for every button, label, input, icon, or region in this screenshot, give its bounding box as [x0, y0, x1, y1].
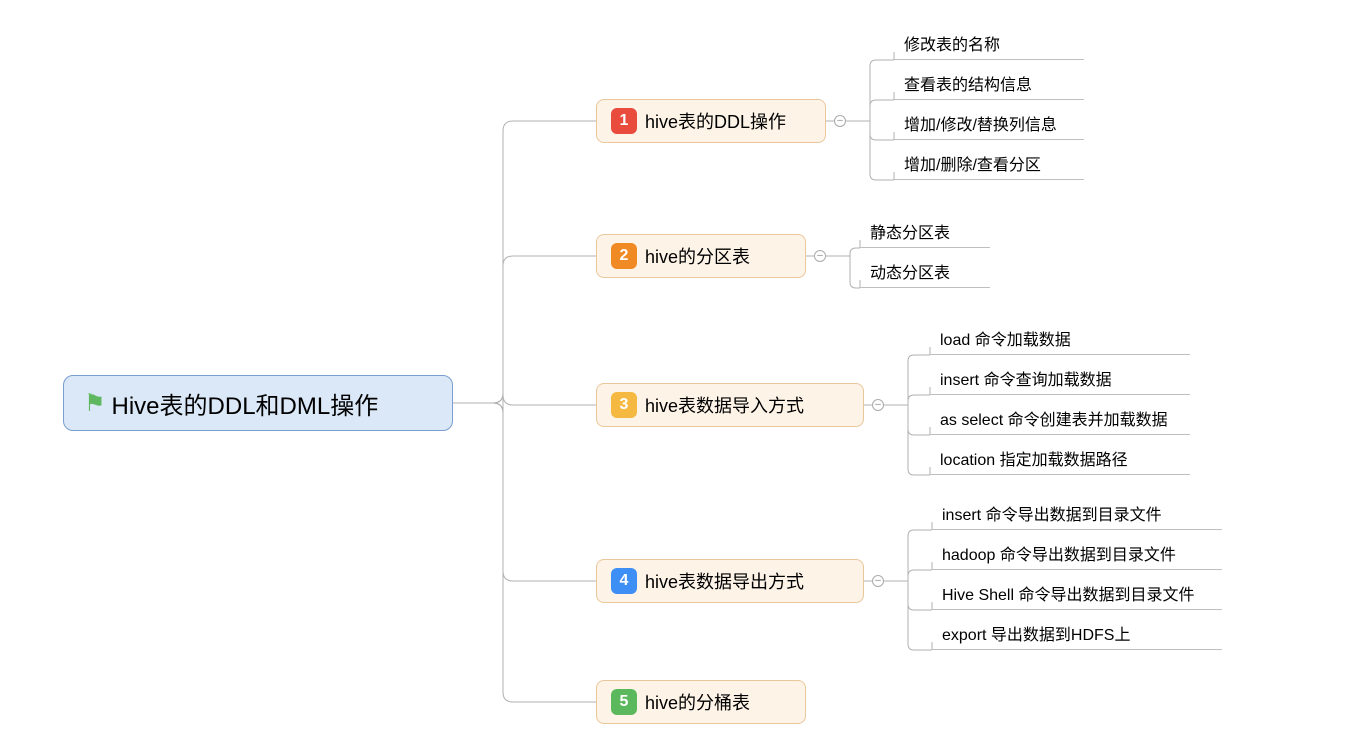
number-badge-icon: 3	[611, 392, 637, 418]
leaf-label: location 指定加载数据路径	[940, 446, 1128, 470]
leaf-node[interactable]: 修改表的名称	[894, 30, 1084, 60]
branch-label: hive表数据导出方式	[645, 568, 804, 594]
branch-node-3[interactable]: 3 hive表数据导入方式	[596, 383, 864, 427]
leaf-node[interactable]: 静态分区表	[860, 218, 990, 248]
leaf-node[interactable]: Hive Shell 命令导出数据到目录文件	[932, 580, 1222, 610]
leaf-node[interactable]: 增加/删除/查看分区	[894, 150, 1084, 180]
leaf-label: 查看表的结构信息	[904, 71, 1032, 95]
leaf-label: 动态分区表	[870, 259, 950, 283]
leaf-label: hadoop 命令导出数据到目录文件	[942, 541, 1176, 565]
collapse-toggle-icon[interactable]: –	[834, 115, 846, 127]
branch-node-1[interactable]: 1 hive表的DDL操作	[596, 99, 826, 143]
leaf-label: 增加/修改/替换列信息	[904, 111, 1057, 135]
leaf-node[interactable]: insert 命令查询加载数据	[930, 365, 1190, 395]
number-badge-icon: 4	[611, 568, 637, 594]
leaf-label: 静态分区表	[870, 219, 950, 243]
leaf-node[interactable]: 动态分区表	[860, 258, 990, 288]
number-badge-icon: 5	[611, 689, 637, 715]
branch-label: hive的分桶表	[645, 689, 750, 715]
collapse-toggle-icon[interactable]: –	[814, 250, 826, 262]
leaf-node[interactable]: location 指定加载数据路径	[930, 445, 1190, 475]
branch-label: hive表的DDL操作	[645, 108, 786, 134]
leaf-label: load 命令加载数据	[940, 326, 1071, 350]
leaf-node[interactable]: hadoop 命令导出数据到目录文件	[932, 540, 1222, 570]
leaf-label: insert 命令导出数据到目录文件	[942, 501, 1162, 525]
branch-node-2[interactable]: 2 hive的分区表	[596, 234, 806, 278]
branch-node-5[interactable]: 5 hive的分桶表	[596, 680, 806, 724]
leaf-label: Hive Shell 命令导出数据到目录文件	[942, 581, 1194, 605]
leaf-label: as select 命令创建表并加载数据	[940, 406, 1168, 430]
number-badge-icon: 1	[611, 108, 637, 134]
branch-label: hive表数据导入方式	[645, 392, 804, 418]
collapse-toggle-icon[interactable]: –	[872, 575, 884, 587]
leaf-node[interactable]: 查看表的结构信息	[894, 70, 1084, 100]
leaf-node[interactable]: as select 命令创建表并加载数据	[930, 405, 1190, 435]
collapse-toggle-icon[interactable]: –	[872, 399, 884, 411]
leaf-node[interactable]: insert 命令导出数据到目录文件	[932, 500, 1222, 530]
leaf-node[interactable]: 增加/修改/替换列信息	[894, 110, 1084, 140]
leaf-label: insert 命令查询加载数据	[940, 366, 1112, 390]
root-node[interactable]: ⚑ Hive表的DDL和DML操作	[63, 375, 453, 431]
number-badge-icon: 2	[611, 243, 637, 269]
branch-node-4[interactable]: 4 hive表数据导出方式	[596, 559, 864, 603]
leaf-node[interactable]: load 命令加载数据	[930, 325, 1190, 355]
leaf-label: 修改表的名称	[904, 31, 1000, 55]
root-label: Hive表的DDL和DML操作	[112, 386, 379, 421]
leaf-label: 增加/删除/查看分区	[904, 151, 1041, 175]
flag-icon: ⚑	[84, 389, 106, 418]
leaf-label: export 导出数据到HDFS上	[942, 621, 1130, 645]
leaf-node[interactable]: export 导出数据到HDFS上	[932, 620, 1222, 650]
branch-label: hive的分区表	[645, 243, 750, 269]
